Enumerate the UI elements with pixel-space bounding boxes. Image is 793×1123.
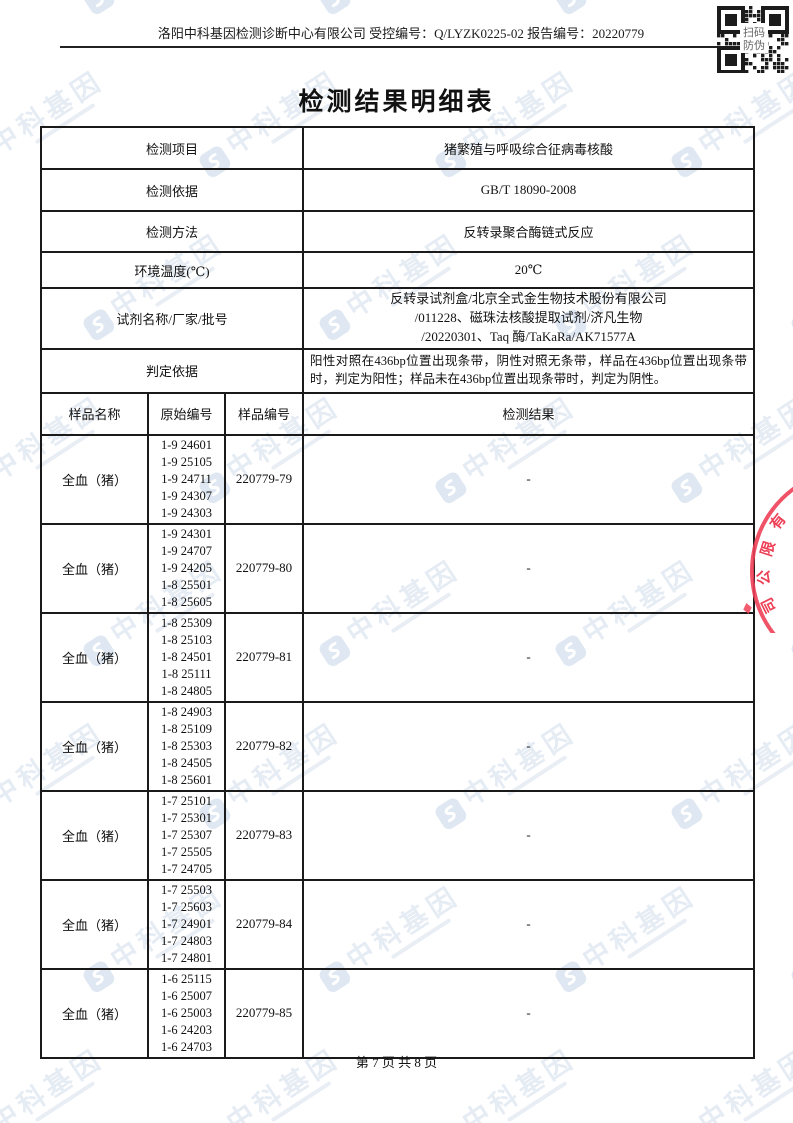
info-value: 猪繁殖与呼吸综合征病毒核酸 bbox=[302, 126, 755, 170]
table-row: 全血（猪） 1-8 24903 1-8 25109 1-8 25303 1-8 245… bbox=[40, 700, 755, 792]
table-row: 全血（猪） 1-6 25115 1-6 25007 1-6 25003 1-6 242… bbox=[40, 967, 755, 1059]
watermark-tagline-line bbox=[270, 1080, 332, 1123]
watermark-tile: 中科基因 bbox=[787, 556, 793, 672]
col-header-result: 检测结果 bbox=[302, 391, 755, 436]
test-result: - bbox=[302, 789, 755, 881]
seal-char: 限 bbox=[758, 539, 779, 559]
judgement-value: 阳性对照在436bp位置出现条带，阴性对照无条带，样品在436bp位置出现条带时… bbox=[302, 347, 755, 394]
original-numbers: 1-9 24601 1-9 25105 1-9 24711 1-9 24307 1-9 … bbox=[147, 433, 226, 525]
svg-text:扫码: 扫码 bbox=[743, 26, 765, 39]
zhongke-logo-icon bbox=[316, 0, 353, 17]
info-label: 判定依据 bbox=[40, 347, 304, 394]
watermark-tagline-line bbox=[34, 1080, 96, 1123]
watermark-tile: 中科基因 bbox=[551, 0, 705, 20]
seal-char: 公 bbox=[755, 569, 774, 586]
table-row: 全血（猪） 1-7 25101 1-7 25301 1-7 25307 1-7 255… bbox=[40, 789, 755, 881]
zhongke-logo-icon bbox=[788, 632, 793, 669]
sample-number: 220779-85 bbox=[224, 967, 304, 1059]
test-result: - bbox=[302, 700, 755, 792]
info-value: 20℃ bbox=[302, 251, 755, 289]
info-label: 检测依据 bbox=[40, 168, 304, 212]
original-numbers: 1-8 25309 1-8 25103 1-8 24501 1-8 25111 1-8 … bbox=[147, 611, 226, 703]
sample-name: 全血（猪） bbox=[40, 878, 149, 970]
tables-wrapper: 检测项目 猪繁殖与呼吸综合征病毒核酸 检测依据 GB/T 18090-2008 … bbox=[40, 126, 755, 1059]
info-label: 检测方法 bbox=[40, 210, 304, 253]
col-header-original-number: 原始编号 bbox=[147, 391, 226, 436]
seal-char: 司 bbox=[758, 594, 781, 616]
watermark-tile: 中科基因 bbox=[787, 230, 793, 346]
sample-name: 全血（猪） bbox=[40, 611, 149, 703]
original-numbers: 1-6 25115 1-6 25007 1-6 25003 1-6 24203 1-6 … bbox=[147, 967, 226, 1059]
col-header-sample-number: 样品编号 bbox=[224, 391, 304, 436]
sample-number: 220779-79 bbox=[224, 433, 304, 525]
header-rule bbox=[60, 46, 718, 48]
sample-name: 全血（猪） bbox=[40, 967, 149, 1059]
table-row: 检测项目 猪繁殖与呼吸综合征病毒核酸 bbox=[40, 126, 755, 170]
zhongke-logo-icon bbox=[788, 306, 793, 343]
sample-name: 全血（猪） bbox=[40, 789, 149, 881]
zhongke-logo-icon bbox=[552, 0, 589, 17]
sample-number: 220779-81 bbox=[224, 611, 304, 703]
sample-name: 全血（猪） bbox=[40, 522, 149, 614]
table-row: 检测依据 GB/T 18090-2008 bbox=[40, 168, 755, 212]
table-row: 环境温度(℃) 20℃ bbox=[40, 251, 755, 289]
original-numbers: 1-7 25101 1-7 25301 1-7 25307 1-7 25505 1-7 … bbox=[147, 789, 226, 881]
info-label: 试剂名称/厂家/批号 bbox=[40, 287, 304, 350]
watermark-tile: 中科基因 bbox=[79, 0, 233, 20]
watermark-tile: 中科基因 bbox=[787, 882, 793, 998]
zhongke-logo-icon bbox=[80, 0, 117, 17]
page-number: 第 7 页 共 8 页 bbox=[355, 1055, 438, 1070]
zhongke-logo-icon bbox=[788, 958, 793, 995]
qr-code: 扫码 防伪 bbox=[716, 5, 790, 74]
sample-number: 220779-84 bbox=[224, 878, 304, 970]
info-value: GB/T 18090-2008 bbox=[302, 168, 755, 212]
reagent-line: 反转录试剂盒/北京全式金生物技术股份有限公司 bbox=[390, 291, 667, 306]
original-numbers: 1-7 25503 1-7 25603 1-7 24901 1-7 24803 1-7 … bbox=[147, 878, 226, 970]
original-numbers: 1-8 24903 1-8 25109 1-8 25303 1-8 24505 1-8 … bbox=[147, 700, 226, 792]
sample-number: 220779-82 bbox=[224, 700, 304, 792]
page-title: 检测结果明细表 bbox=[298, 89, 495, 116]
svg-text:防伪: 防伪 bbox=[743, 38, 765, 52]
table-row: 全血（猪） 1-8 25309 1-8 25103 1-8 24501 1-8 251… bbox=[40, 611, 755, 703]
test-result: - bbox=[302, 967, 755, 1059]
info-table: 检测项目 猪繁殖与呼吸综合征病毒核酸 检测依据 GB/T 18090-2008 … bbox=[40, 126, 755, 394]
info-label: 检测项目 bbox=[40, 126, 304, 170]
sample-number: 220779-80 bbox=[224, 522, 304, 614]
sample-number: 220779-83 bbox=[224, 789, 304, 881]
table-row: 全血（猪） 1-7 25503 1-7 25603 1-7 24901 1-7 248… bbox=[40, 878, 755, 970]
test-result: - bbox=[302, 522, 755, 614]
table-row: 全血（猪） 1-9 24301 1-9 24707 1-9 24205 1-8 255… bbox=[40, 522, 755, 614]
test-result: - bbox=[302, 611, 755, 703]
reagent-line: /20220301、Taq 酶/TaKaRa/AK71577A bbox=[421, 328, 636, 344]
sample-name: 全血（猪） bbox=[40, 700, 149, 792]
reagent-line: /011228、磁珠法核酸提取试剂/济凡生物 bbox=[414, 309, 643, 325]
header-company-line: 洛阳中科基因检测诊断中心有限公司 受控编号：Q/LYZK0225-02 报告编号… bbox=[157, 26, 645, 41]
table-row: 检测方法 反转录聚合酶链式反应 bbox=[40, 210, 755, 253]
test-result: - bbox=[302, 433, 755, 525]
test-result: - bbox=[302, 878, 755, 970]
table-row: 试剂名称/厂家/批号 反转录试剂盒/北京全式金生物技术股份有限公司 /01122… bbox=[40, 287, 755, 350]
table-row: 全血（猪） 1-9 24601 1-9 25105 1-9 24711 1-9 243… bbox=[40, 433, 755, 525]
sample-table: 样品名称 原始编号 样品编号 检测结果 全血（猪） 1-9 24601 1-9 2… bbox=[40, 391, 755, 1059]
info-label: 环境温度(℃) bbox=[40, 251, 304, 289]
seal-char: 有 bbox=[766, 510, 790, 534]
original-numbers: 1-9 24301 1-9 24707 1-9 24205 1-8 25501 1-8 … bbox=[147, 522, 226, 614]
watermark-tagline-line bbox=[506, 1080, 568, 1123]
info-value: 反转录聚合酶链式反应 bbox=[302, 210, 755, 253]
watermark-tagline-line bbox=[742, 1080, 793, 1123]
sample-name: 全血（猪） bbox=[40, 433, 149, 525]
table-row: 判定依据 阳性对照在436bp位置出现条带，阴性对照无条带，样品在436bp位置… bbox=[40, 347, 755, 394]
watermark-tile: 中科基因 bbox=[315, 0, 469, 20]
seal-arc bbox=[750, 487, 793, 633]
table-header-row: 样品名称 原始编号 样品编号 检测结果 bbox=[40, 391, 755, 436]
reagent-value: 反转录试剂盒/北京全式金生物技术股份有限公司 /011228、磁珠法核酸提取试剂… bbox=[302, 287, 755, 350]
col-header-sample-name: 样品名称 bbox=[40, 391, 149, 436]
